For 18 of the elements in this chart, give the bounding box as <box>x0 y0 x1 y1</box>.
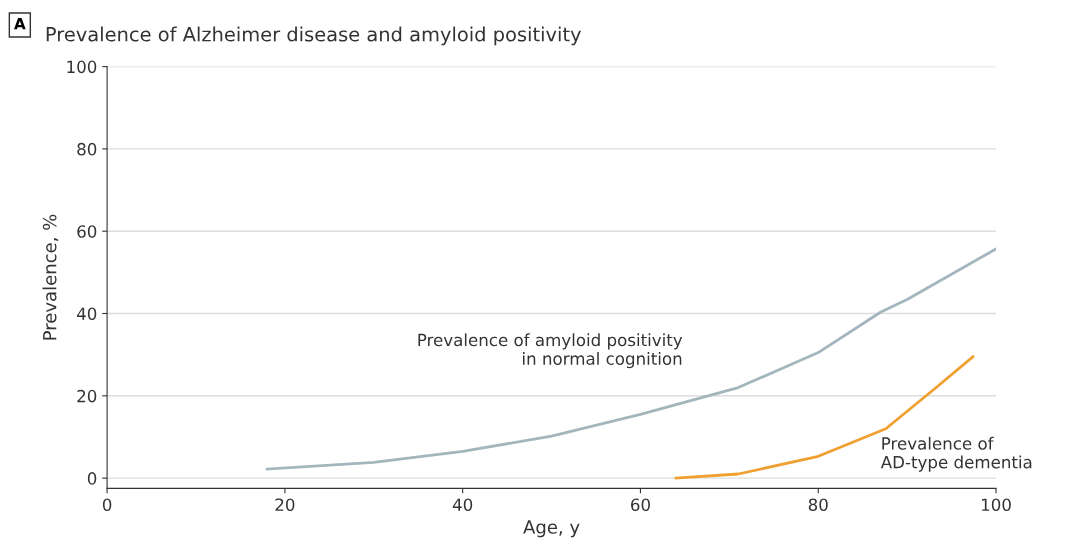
x-tick-label: 100 <box>981 498 1011 512</box>
y-tick-label: 40 <box>76 307 97 321</box>
x-tick-label: 40 <box>452 498 473 512</box>
y-axis-title: Prevalence, % <box>42 214 59 340</box>
x-tick-label: 60 <box>631 498 650 512</box>
x-tick-label: 80 <box>808 498 828 512</box>
y-tick-label: 60 <box>77 225 97 238</box>
x-tick-label: 20 <box>275 498 295 512</box>
x-axis-title: Age, y <box>523 520 580 538</box>
x-tick-label: 0 <box>102 498 112 512</box>
text: A <box>14 18 26 30</box>
y-tick-label: 20 <box>77 389 97 403</box>
text: Prevalence of amyloid positivity in normal cognition <box>418 333 683 369</box>
y-tick-label: 0 <box>87 472 97 485</box>
series-label: Prevalence of AD-type dementia <box>880 436 1032 472</box>
chart-title: Prevalence of Alzheimer disease and amyloid positivity <box>46 26 581 46</box>
y-tick-label: 100 <box>67 60 97 74</box>
y-tick-label: 80 <box>77 142 97 156</box>
